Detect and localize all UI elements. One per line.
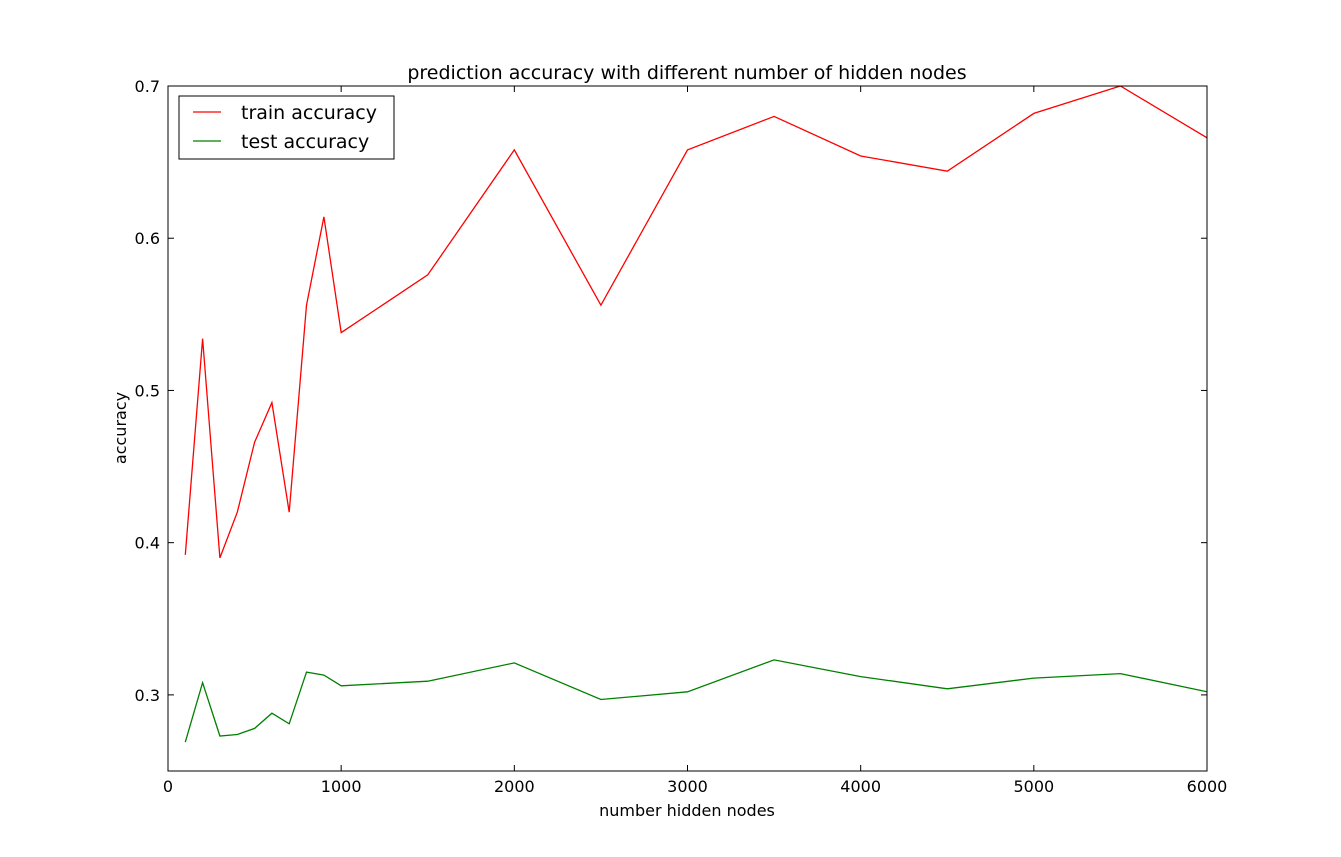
x-tick-label: 3000 (667, 777, 708, 796)
x-tick-label: 2000 (494, 777, 535, 796)
y-axis-label: accuracy (111, 392, 130, 464)
legend: train accuracy test accuracy (178, 95, 395, 160)
y-tick-label: 0.4 (135, 534, 160, 553)
y-tick-label: 0.5 (135, 381, 160, 400)
x-tick-label: 4000 (840, 777, 881, 796)
axes-frame (167, 85, 1208, 772)
test-accuracy-line (184, 659, 1207, 743)
x-tick-label: 1000 (321, 777, 362, 796)
legend-label-train: train accuracy (241, 102, 377, 124)
x-tick-label: 0 (163, 777, 173, 796)
chart-title: prediction accuracy with different numbe… (407, 62, 966, 84)
train-accuracy-line (184, 86, 1207, 559)
x-tick-label: 6000 (1187, 777, 1228, 796)
y-tick-label: 0.7 (135, 77, 160, 96)
x-axis-label: number hidden nodes (599, 801, 775, 820)
y-tick-label: 0.6 (135, 229, 160, 248)
plot-area: 0 1000 2000 3000 4000 5000 6000 0.3 0.4 0.5 0.6 0.7 (135, 77, 1228, 796)
legend-box (178, 95, 395, 160)
legend-label-test: test accuracy (241, 131, 369, 153)
y-tick-label: 0.3 (135, 686, 160, 705)
ticks: 0 1000 2000 3000 4000 5000 6000 0.3 0.4 0.5 0.6 0.7 (135, 77, 1228, 796)
x-tick-label: 5000 (1013, 777, 1054, 796)
